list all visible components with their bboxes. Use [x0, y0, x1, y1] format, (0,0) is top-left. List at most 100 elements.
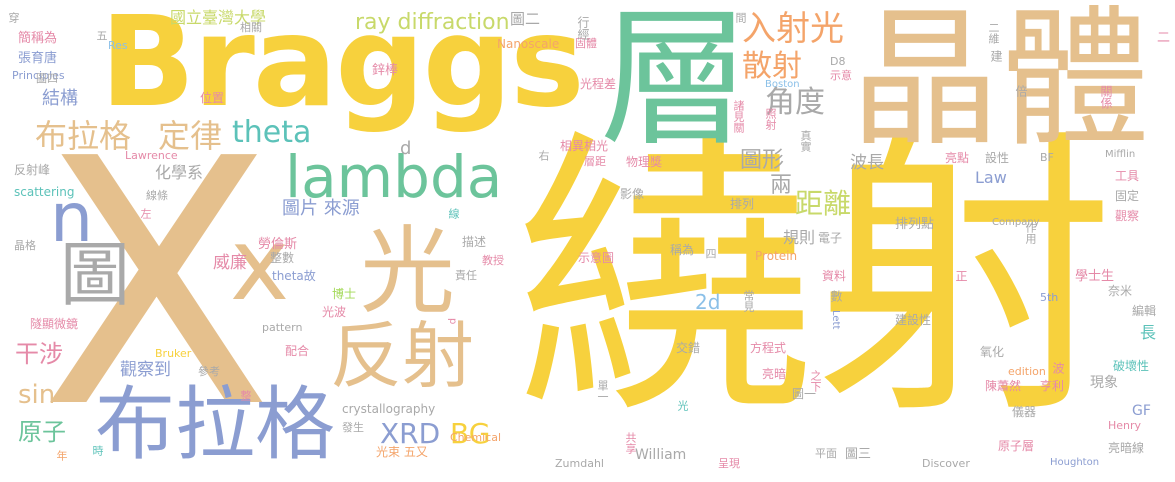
word-guangchengcha: 光程差 — [580, 77, 617, 91]
word-xiangyi: 相異相光 — [560, 139, 609, 153]
word-zeren: 責任 — [455, 269, 477, 282]
word-cankao: 參考 — [198, 365, 220, 378]
word-xian: 線 — [447, 208, 460, 219]
word-xingjing: 行經 — [576, 16, 590, 40]
word-chenxiaoran: 陳蕭然 — [985, 379, 1022, 393]
word-pailiedian: 排列點 — [895, 217, 935, 232]
word-ganshe: 干涉 — [15, 340, 63, 368]
word-bruker: Bruker — [155, 347, 192, 360]
word-mifflin: Mifflin — [1105, 149, 1136, 160]
word-boston: Boston — [765, 79, 800, 90]
word-discover: Discover — [922, 457, 970, 470]
word-2d: 2d — [695, 290, 721, 314]
word-braggs: Braggs — [100, 0, 585, 135]
word-bei: 倍 — [1014, 85, 1028, 97]
word-ray-diffraction: ray diffraction — [355, 10, 510, 35]
word-jingti: 晶體 — [850, 0, 1151, 167]
word-guanchadao: 觀察到 — [120, 360, 171, 380]
word-law: Law — [975, 168, 1007, 187]
word-edition: edition — [1008, 365, 1046, 378]
word-lambda: lambda — [285, 143, 503, 211]
word-xiantiao: 線條 — [146, 189, 168, 202]
word-weilian: 威廉 — [213, 253, 247, 273]
word-you: 右 — [537, 150, 550, 161]
word-chengwei: 稱為 — [670, 243, 695, 257]
word-cengju: 層距 — [584, 155, 606, 168]
word-guangbo: 光波 — [322, 305, 347, 319]
word-shexing: 設性 — [985, 151, 1010, 165]
word-gongxiang: 共享 — [624, 432, 637, 454]
word-changjian: 常見 — [742, 290, 755, 312]
word-chemical: Chemical — [450, 431, 502, 444]
word-jianchengwei: 簡稱為 — [18, 31, 58, 46]
word-tuxing: 圖形 — [740, 148, 785, 173]
word-huaxuexi: 化學系 — [155, 163, 204, 182]
word-laolunsi: 勞倫斯 — [258, 237, 298, 252]
word-jianshexing: 建設性 — [895, 313, 932, 327]
word-zhengshu: 整數 — [270, 251, 295, 265]
word-chang: 長 — [1140, 323, 1157, 342]
word-yingxiang: 影像 — [620, 187, 645, 201]
word-guangshu: 光束 五又 — [376, 445, 428, 459]
word-jiaocuo: 交錯 — [676, 341, 701, 355]
word-pohuaixing: 破壞性 — [1113, 359, 1150, 373]
word-guang-small: 光 — [676, 400, 689, 411]
word-nanoscale: Nanoscale — [497, 37, 560, 51]
word-crystallography: crystallography — [342, 402, 436, 416]
word-rushe-guang: 入射光 — [742, 9, 844, 49]
word-pailie: 排列 — [730, 197, 755, 211]
word-liang: 兩 — [770, 173, 793, 198]
word-pingmian: 平面 — [815, 447, 837, 460]
word-shi: 時 — [91, 445, 104, 456]
word-yuanziceng: 原子層 — [998, 439, 1035, 453]
word-p: p — [447, 318, 458, 325]
word-weizhi: 位置 — [200, 91, 225, 105]
word-sin: sin — [18, 380, 56, 410]
word-tusi: 圖四 — [36, 72, 58, 85]
word-xueshisheng: 學士生 — [1075, 269, 1115, 284]
word-xinbang: 鋅棒 — [372, 63, 399, 78]
word-theta: theta — [232, 115, 312, 150]
word-yuanzi: 原子 — [18, 418, 66, 446]
word-tuyi: 圖一 — [792, 387, 817, 401]
word-jian-build: 建 — [989, 50, 1003, 62]
word-shiyi: 示意 — [830, 69, 852, 82]
word-zhujianguan: 諸見關 — [732, 100, 745, 133]
word-zheng: 正 — [954, 270, 968, 282]
word-tu-er: 圖二 — [510, 10, 541, 28]
word-pattern: pattern — [262, 321, 303, 334]
word-scattering: scattering — [14, 185, 75, 199]
word-fanshe: 反射 — [330, 314, 475, 398]
word-x-large: X — [40, 87, 273, 482]
word-raoshe: 繞射 — [515, 105, 1115, 454]
word-fasheng: 發生 — [342, 421, 364, 434]
word-bianji: 編輯 — [1132, 304, 1157, 318]
word-bo: 波 — [1051, 362, 1065, 374]
word-5th: 5th — [1040, 291, 1059, 304]
word-liangdian: 亮點 — [945, 151, 970, 165]
word-tusan: 圖三 — [845, 447, 872, 462]
word-jiaoshou: 教授 — [482, 254, 504, 267]
word-er: 二 — [1154, 30, 1169, 43]
word-william: William — [635, 447, 687, 463]
word-guti: 固體 — [575, 37, 597, 50]
word-xrd: XRD — [380, 417, 441, 450]
word-hengli: 亨利 — [1040, 379, 1065, 393]
word-guize: 規則 — [783, 228, 816, 247]
word-fanshefeng: 反射峰 — [14, 163, 51, 177]
word-sanshe: 散射 — [742, 49, 802, 84]
word-erwei: 二維 — [987, 22, 1000, 44]
word-tupian-laiyuan: 圖片 來源 — [282, 198, 360, 219]
word-bf: BF — [1040, 151, 1054, 164]
word-bulage-small: 布拉格 — [35, 117, 132, 155]
word-wulijiang: 物理獎 — [626, 155, 663, 169]
word-res: Res — [108, 39, 128, 52]
word-guang: 光 — [360, 217, 456, 327]
word-zhangyutang: 張育唐 — [18, 51, 58, 66]
word-houghton: Houghton — [1050, 457, 1100, 468]
word-x-small: x — [230, 206, 290, 323]
word-guding: 固定 — [1115, 189, 1140, 203]
word-gf: GF — [1132, 403, 1151, 419]
word-yiqi: 儀器 — [1012, 405, 1037, 419]
